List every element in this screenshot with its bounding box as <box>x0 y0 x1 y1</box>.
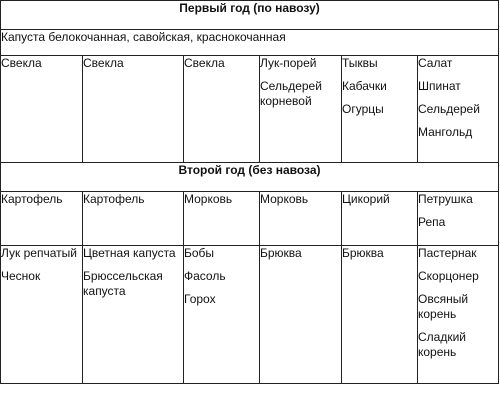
year1-col-2: Свекла <box>82 55 184 163</box>
year2-crops-row-a: Картофель Картофель Морковь Морковь Цико… <box>0 191 500 246</box>
crop-item: Петрушка <box>418 192 473 206</box>
crop-item: Скорцонер <box>418 269 479 283</box>
crop-item: Цветная капуста <box>83 246 176 260</box>
crop-item: Брюква <box>260 246 302 260</box>
crop-item: Сладкий корень <box>418 330 466 359</box>
crop-rotation-table: Первый год (по навозу) Капуста белокочан… <box>0 0 500 384</box>
crop-item: Свекла <box>83 56 124 70</box>
crop-item: Картофель <box>83 192 145 206</box>
crop-item: Овсяный корень <box>418 292 469 321</box>
crop-item: Цикорий <box>342 192 390 206</box>
year2-a-col-6: Петрушка Репа <box>416 191 500 246</box>
crop-item: Репа <box>418 215 446 229</box>
year1-col-1: Свекла <box>0 55 83 163</box>
crop-item: Шпинат <box>418 79 461 93</box>
year1-col-4: Лук-порей Сельдерей корневой <box>259 55 342 163</box>
crop-item: Фасоль <box>184 269 226 283</box>
year2-heading-row: Второй год (без навоза) <box>0 162 500 192</box>
year1-cabbage-row: Капуста белокочанная, савойская, краснок… <box>0 29 500 56</box>
year1-cabbage-cell: Капуста белокочанная, савойская, краснок… <box>0 29 500 56</box>
crop-item: Морковь <box>260 192 309 206</box>
crop-item: Лук репчатый <box>1 246 77 260</box>
crop-item: Салат <box>418 56 453 70</box>
crop-item: Бобы <box>184 246 215 260</box>
crop-item: Свекла <box>184 56 225 70</box>
year2-b-col-2: Цветная капуста Брюссельская капуста <box>82 245 184 384</box>
year2-a-col-2: Картофель <box>82 191 184 246</box>
year2-a-col-3: Морковь <box>183 191 260 246</box>
year2-b-col-5: Брюква <box>341 245 418 384</box>
year2-b-col-6: Пастернак Скорцонер Овсяный корень Сладк… <box>416 245 500 384</box>
year2-a-col-1: Картофель <box>0 191 83 246</box>
year2-b-col-4: Брюква <box>259 245 342 384</box>
crop-item: Кабачки <box>342 79 387 93</box>
crop-item: Сельдерей <box>418 102 480 116</box>
year2-b-col-3: Бобы Фасоль Горох <box>183 245 260 384</box>
crop-item: Брюква <box>342 246 384 260</box>
crop-item: Горох <box>184 292 216 306</box>
crop-item: Брюссельская капуста <box>83 269 163 298</box>
crop-item: Тыквы <box>342 56 378 70</box>
crop-item: Чеснок <box>1 269 41 283</box>
year2-heading: Второй год (без навоза) <box>0 162 500 192</box>
crop-item: Морковь <box>184 192 233 206</box>
year2-a-col-4: Морковь <box>259 191 342 246</box>
crop-item: Картофель <box>1 192 63 206</box>
year2-b-col-1: Лук репчатый Чеснок <box>0 245 83 384</box>
year2-crops-row-b: Лук репчатый Чеснок Цветная капуста Брюс… <box>0 245 500 384</box>
year1-heading: Первый год (по навозу) <box>0 0 500 30</box>
year1-col-3: Свекла <box>183 55 260 163</box>
year1-col-6: Салат Шпинат Сельдерей Мангольд <box>416 55 500 163</box>
crop-item: Пастернак <box>418 246 477 260</box>
crop-item: Сельдерей корневой <box>260 79 322 108</box>
crop-item: Свекла <box>1 56 42 70</box>
crop-item: Лук-порей <box>260 56 317 70</box>
year1-heading-row: Первый год (по навозу) <box>0 0 500 30</box>
year1-col-5: Тыквы Кабачки Огурцы <box>341 55 418 163</box>
year2-a-col-5: Цикорий <box>341 191 418 246</box>
crop-item: Мангольд <box>418 125 473 139</box>
year1-crops-row: Свекла Свекла Свекла Лук-порей Сельдерей… <box>0 55 500 163</box>
crop-item: Огурцы <box>342 102 384 116</box>
